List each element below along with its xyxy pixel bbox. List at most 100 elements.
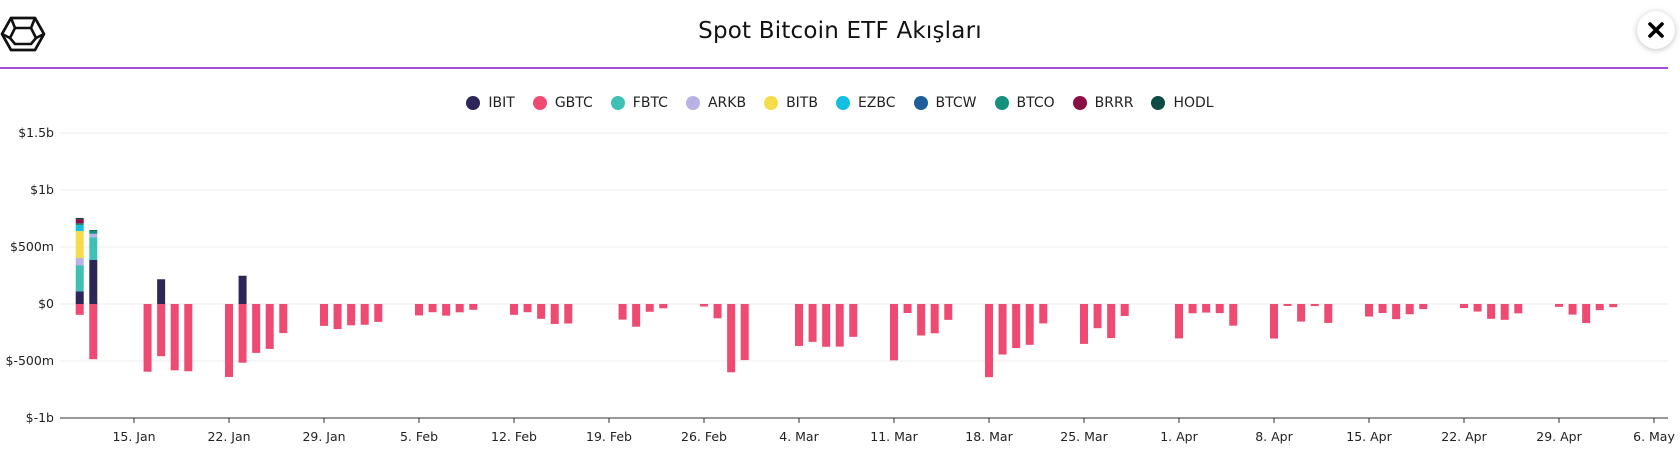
bar-segment-gbtc[interactable]	[1188, 304, 1197, 314]
bar-segment-gbtc[interactable]	[1297, 304, 1306, 322]
legend-item-gbtc[interactable]: GBTC	[532, 92, 593, 114]
bar-segment-gbtc[interactable]	[1215, 304, 1224, 314]
bar-segment-gbtc[interactable]	[903, 304, 912, 314]
bar-segment-brrr[interactable]	[75, 219, 84, 224]
bar-segment-btco[interactable]	[75, 223, 84, 226]
bar-segment-gbtc[interactable]	[320, 304, 328, 326]
bar-segment-gbtc[interactable]	[727, 304, 736, 373]
bar-segment-gbtc[interactable]	[523, 304, 532, 313]
bar-segment-gbtc[interactable]	[917, 304, 926, 336]
bar-segment-gbtc[interactable]	[1365, 304, 1373, 317]
bar-segment-gbtc[interactable]	[1270, 304, 1278, 339]
legend-item-btco[interactable]: BTCO	[994, 92, 1055, 114]
bar-segment-gbtc[interactable]	[1460, 304, 1468, 308]
bar-segment-gbtc[interactable]	[645, 304, 654, 312]
bar-segment-gbtc[interactable]	[279, 304, 288, 334]
bar-segment-gbtc[interactable]	[618, 304, 627, 320]
bar-segment-gbtc[interactable]	[157, 304, 166, 357]
bar-segment-gbtc[interactable]	[985, 304, 993, 378]
bar-segment-gbtc[interactable]	[455, 304, 464, 313]
bar-segment-fbtc[interactable]	[75, 265, 84, 292]
bar-segment-gbtc[interactable]	[1487, 304, 1496, 319]
bar-segment-gbtc[interactable]	[659, 304, 668, 309]
bar-segment-gbtc[interactable]	[1514, 304, 1523, 314]
legend-item-ezbc[interactable]: EZBC	[835, 92, 896, 114]
legend-item-btcw[interactable]: BTCW	[913, 92, 977, 114]
bar-segment-gbtc[interactable]	[184, 304, 193, 372]
bar-segment-gbtc[interactable]	[225, 304, 233, 377]
bar-segment-gbtc[interactable]	[1283, 304, 1292, 306]
bar-segment-gbtc[interactable]	[808, 304, 817, 342]
bar-segment-ibit[interactable]	[157, 279, 166, 304]
legend-item-ibit[interactable]: IBIT	[466, 92, 515, 114]
bar-segment-arkb[interactable]	[75, 258, 84, 266]
bar-segment-gbtc[interactable]	[374, 304, 383, 322]
bar-segment-gbtc[interactable]	[238, 304, 247, 363]
bar-segment-gbtc[interactable]	[1392, 304, 1401, 320]
legend-item-arkb[interactable]: ARKB	[685, 92, 746, 114]
bar-segment-gbtc[interactable]	[713, 304, 722, 319]
bar-segment-gbtc[interactable]	[550, 304, 559, 324]
bar-segment-gbtc[interactable]	[564, 304, 573, 324]
bar-segment-ezbc[interactable]	[75, 225, 84, 232]
bar-segment-gbtc[interactable]	[1093, 304, 1102, 329]
close-button[interactable]	[1637, 11, 1675, 49]
bar-segment-gbtc[interactable]	[795, 304, 803, 346]
bar-segment-fbtc[interactable]	[89, 237, 98, 260]
bar-segment-gbtc[interactable]	[333, 304, 342, 330]
bar-segment-gbtc[interactable]	[1582, 304, 1591, 324]
bar-segment-gbtc[interactable]	[1175, 304, 1183, 339]
bar-segment-gbtc[interactable]	[930, 304, 939, 334]
bar-segment-gbtc[interactable]	[415, 304, 423, 316]
legend-item-brrr[interactable]: BRRR	[1072, 92, 1133, 114]
bar-segment-gbtc[interactable]	[1378, 304, 1387, 314]
bar-segment-gbtc[interactable]	[632, 304, 641, 327]
bar-segment-gbtc[interactable]	[170, 304, 179, 371]
bar-segment-gbtc[interactable]	[1324, 304, 1333, 323]
bar-segment-gbtc[interactable]	[442, 304, 451, 316]
bar-segment-gbtc[interactable]	[1039, 304, 1048, 324]
legend-item-bitb[interactable]: BITB	[764, 92, 818, 114]
bar-segment-gbtc[interactable]	[1419, 304, 1428, 310]
bar-segment-gbtc[interactable]	[822, 304, 831, 347]
logo-icon[interactable]	[0, 14, 46, 54]
bar-segment-gbtc[interactable]	[1229, 304, 1238, 326]
bar-segment-gbtc[interactable]	[469, 304, 478, 310]
bar-segment-gbtc[interactable]	[1012, 304, 1021, 349]
bar-segment-arkb[interactable]	[89, 233, 98, 238]
bar-segment-gbtc[interactable]	[360, 304, 369, 325]
bar-segment-gbtc[interactable]	[1555, 304, 1563, 307]
bar-segment-gbtc[interactable]	[1473, 304, 1482, 312]
legend-item-hodl[interactable]: HODL	[1151, 92, 1214, 114]
bar-segment-bitb[interactable]	[75, 231, 84, 259]
bar-segment-btco[interactable]	[89, 230, 98, 234]
bar-segment-gbtc[interactable]	[510, 304, 518, 315]
bar-segment-gbtc[interactable]	[1120, 304, 1129, 316]
bar-segment-gbtc[interactable]	[1080, 304, 1088, 344]
bar-segment-gbtc[interactable]	[1609, 304, 1618, 308]
bar-segment-ibit[interactable]	[75, 291, 84, 304]
bar-segment-gbtc[interactable]	[740, 304, 749, 361]
bar-segment-gbtc[interactable]	[890, 304, 898, 361]
bar-segment-gbtc[interactable]	[428, 304, 437, 313]
bar-segment-gbtc[interactable]	[265, 304, 274, 349]
bar-segment-gbtc[interactable]	[944, 304, 953, 320]
bar-segment-gbtc[interactable]	[998, 304, 1007, 355]
bar-segment-gbtc[interactable]	[835, 304, 844, 347]
bar-segment-ibit[interactable]	[238, 275, 247, 304]
bar-segment-hodl[interactable]	[89, 230, 98, 231]
bar-segment-gbtc[interactable]	[143, 304, 152, 372]
bar-segment-gbtc[interactable]	[1310, 304, 1319, 307]
bar-segment-gbtc[interactable]	[1405, 304, 1414, 315]
bar-segment-gbtc[interactable]	[537, 304, 546, 319]
bar-segment-ibit[interactable]	[89, 259, 98, 304]
legend-item-fbtc[interactable]: FBTC	[610, 92, 668, 114]
bar-segment-gbtc[interactable]	[347, 304, 356, 326]
bar-segment-gbtc[interactable]	[849, 304, 858, 337]
bar-segment-gbtc[interactable]	[700, 304, 708, 307]
bar-segment-hodl[interactable]	[75, 217, 84, 220]
bar-segment-gbtc[interactable]	[1202, 304, 1211, 313]
bar-segment-gbtc[interactable]	[1500, 304, 1509, 320]
bar-segment-gbtc[interactable]	[1025, 304, 1034, 345]
bar-segment-gbtc[interactable]	[75, 304, 84, 315]
